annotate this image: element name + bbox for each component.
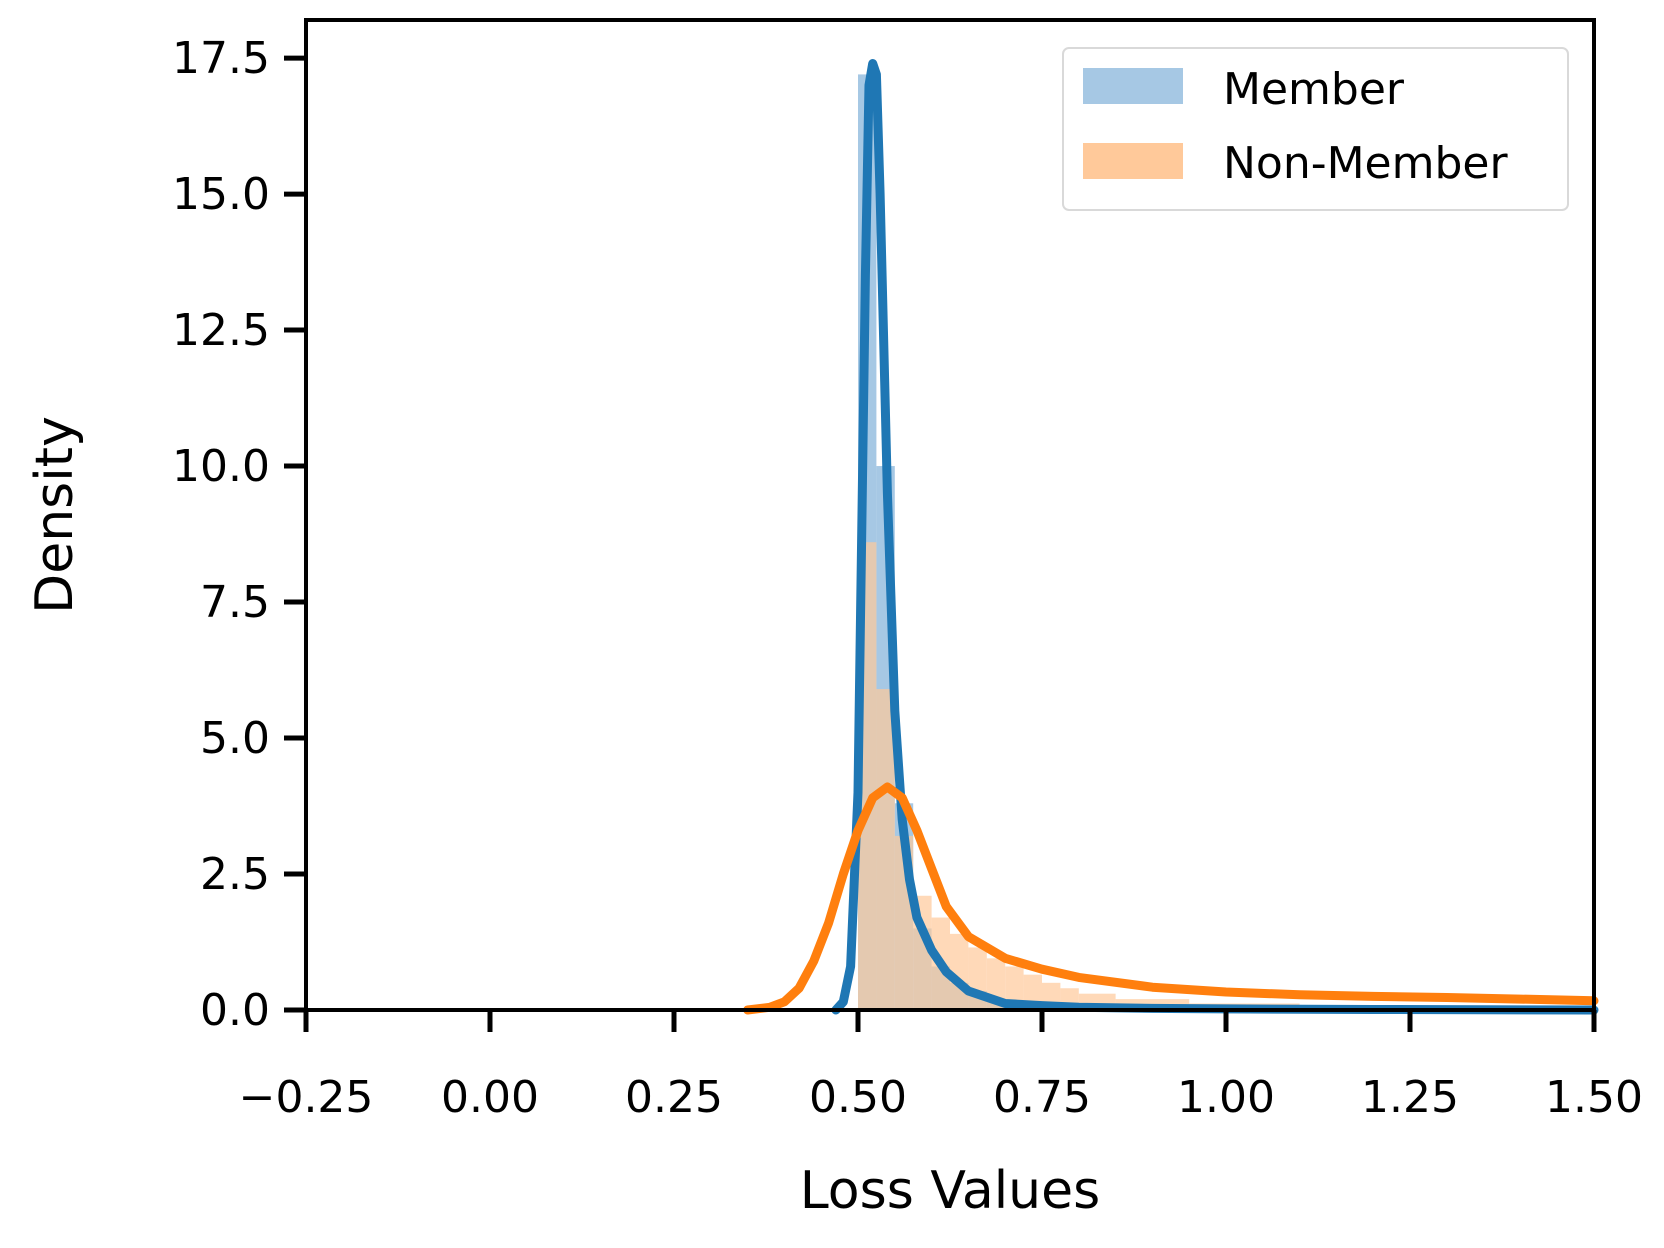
hist-bar-non-member-8 (1005, 966, 1024, 1010)
x-tick-label-5: 1.00 (1177, 1072, 1275, 1123)
legend-swatch-non-member (1083, 143, 1183, 179)
x-tick-label-6: 1.25 (1361, 1072, 1459, 1123)
legend-label-non-member: Non-Member (1223, 138, 1508, 189)
y-tick-label-5: 12.5 (172, 305, 270, 356)
y-axis-ticks: 0.0 2.5 5.0 7.5 10.0 12.5 15.0 17.5 (172, 33, 306, 1036)
x-tick-label-1: 0.00 (441, 1072, 539, 1123)
y-tick-label-3: 7.5 (200, 577, 270, 628)
x-tick-label-3: 0.50 (809, 1072, 907, 1123)
legend-frame (1062, 47, 1569, 211)
plot-frame (304, 18, 1596, 1012)
x-tick-label-4: 0.75 (993, 1072, 1091, 1123)
hist-bar-non-member-1 (876, 689, 895, 1010)
kde-line-member (831, 59, 1599, 1015)
kde-lines (743, 59, 1599, 1015)
y-tick-label-1: 2.5 (200, 849, 270, 900)
x-tick-label-0: −0.25 (239, 1072, 374, 1123)
y-axis-label: Density (25, 416, 85, 614)
y-tick-label-2: 5.0 (200, 713, 270, 764)
x-tick-label-7: 1.50 (1545, 1072, 1643, 1123)
kde-line-non-member (743, 782, 1599, 1015)
y-tick-label-0: 0.0 (200, 985, 270, 1036)
y-tick-label-4: 10.0 (172, 441, 270, 492)
legend: Member Non-Member (1062, 47, 1569, 211)
legend-label-member: Member (1223, 64, 1405, 115)
x-axis-label: Loss Values (800, 1161, 1100, 1221)
y-tick-label-6: 15.0 (172, 169, 270, 220)
legend-swatch-member (1083, 68, 1183, 104)
x-axis-ticks: −0.25 0.00 0.25 0.50 0.75 1.00 1.25 1.50 (239, 1010, 1643, 1123)
y-tick-label-7: 17.5 (172, 33, 270, 84)
x-tick-label-2: 0.25 (625, 1072, 723, 1123)
